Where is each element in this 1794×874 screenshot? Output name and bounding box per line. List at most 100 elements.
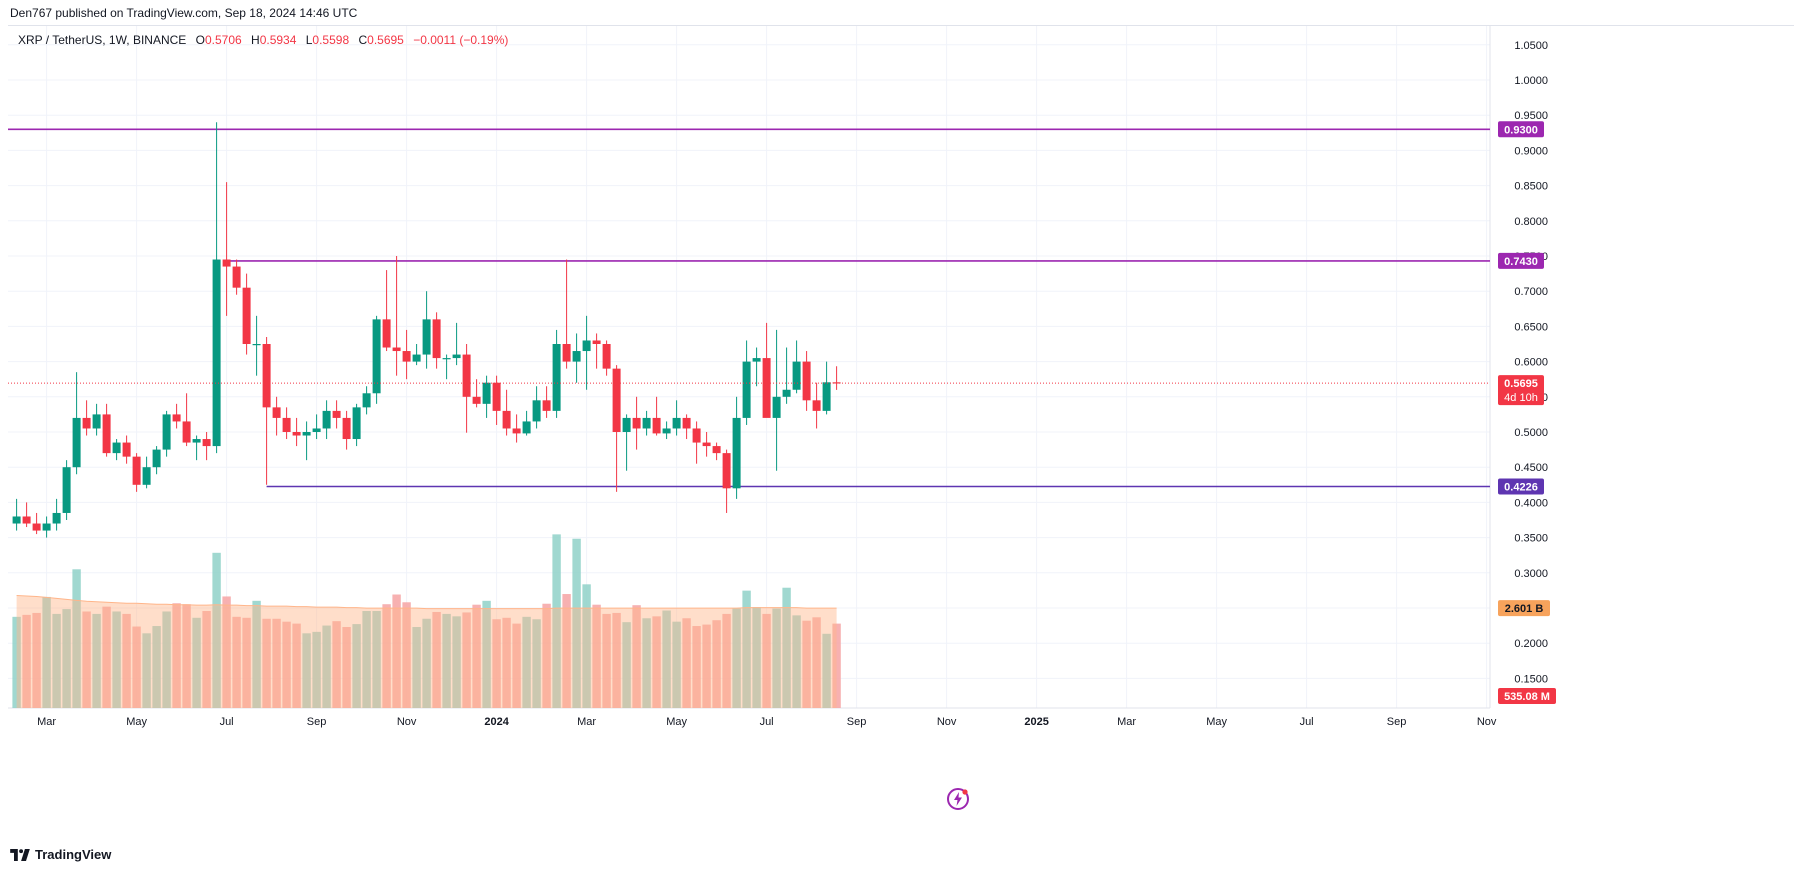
level-price-tag [1498,252,1544,269]
volume-bar [762,613,771,708]
volume-bar [552,534,561,708]
x-tick-label: May [1206,716,1227,728]
volume-bar [712,620,721,708]
y-tick-label: 0.6000 [1514,357,1548,369]
volume-bar [622,622,631,708]
volume-ma-label: 2.601 B [1505,603,1544,615]
legend-open-value: 0.5706 [204,33,242,47]
candle-body [182,421,191,443]
volume-bar [732,608,741,708]
volume-bar [582,584,591,708]
chart-area[interactable]: 1.05001.00000.95000.90000.85000.80000.75… [8,25,1794,849]
x-tick-label: Nov [937,716,957,728]
candle-body [42,523,51,531]
candle-body [302,432,311,436]
candle-body [112,442,121,454]
footer-brand-text: TradingView [35,847,112,862]
volume-bar [412,627,421,708]
candle-body [102,414,111,454]
y-tick-label: 0.7000 [1514,286,1548,298]
candle-body [612,368,621,432]
volume-bar [402,602,411,708]
candle-body [232,266,241,288]
chart-canvas[interactable]: 1.05001.00000.95000.90000.85000.80000.75… [8,26,1794,849]
legend-close-label: C [358,33,368,47]
candle-body [422,319,431,355]
candle-body [642,417,651,429]
volume-bar [832,623,841,708]
candle-body [742,361,751,418]
volume-bar [602,613,611,708]
volume-bar [92,613,101,708]
candle-body [222,259,231,267]
volume-bar [12,616,21,708]
candle-body [532,400,541,422]
volume-bar [302,633,311,708]
volume-bar [672,621,681,708]
volume-bar [692,626,701,708]
volume-bar [792,615,801,708]
y-tick-label: 0.2000 [1514,638,1548,650]
volume-bar [752,607,761,708]
candle-body [602,344,611,369]
volume-bar [512,623,521,708]
candle-body [802,361,811,401]
legend-high-label: H [251,33,260,47]
candle-body [412,354,421,362]
volume-bar [392,594,401,708]
volume-bar [372,611,381,708]
volume-bar [682,618,691,708]
volume-bar [492,619,501,708]
candle-body [12,516,21,524]
volume-bar [32,612,41,708]
candle-body [552,344,561,411]
y-tick-label: 0.1500 [1514,673,1548,685]
level-price-tag [1498,121,1544,138]
candle-body [772,396,781,418]
candle-body [762,358,771,418]
y-tick-label: 0.4000 [1514,497,1548,509]
candle-body [522,421,531,434]
volume-bar [202,611,211,708]
candle-body [752,358,761,362]
lightning-icon[interactable] [946,787,970,811]
candle-body [442,358,451,360]
volume-bar [422,618,431,708]
candle-body [562,344,571,362]
candle-body [782,389,791,397]
volume-bar [52,613,61,708]
level-price-label: 0.4226 [1504,481,1538,493]
volume-bar [532,619,541,708]
volume-bar [292,623,301,708]
volume-bar [102,606,111,708]
last-price-tag [1498,375,1544,406]
volume-bar [122,613,131,708]
legend-symbol: XRP / TetherUS, 1W, BINANCE [18,33,187,47]
candle-body [732,417,741,489]
x-tick-label: Mar [577,716,596,728]
ohlc-legend: XRP / TetherUS, 1W, BINANCE O0.5706 H0.5… [18,33,508,47]
volume-bar [642,618,651,708]
candle-body [402,351,411,362]
volume-bar [232,616,241,708]
volume-bar [192,617,201,708]
candle-body [262,344,271,408]
x-tick-label: Mar [1117,716,1136,728]
volume-bar [252,600,261,708]
candle-body [82,417,91,429]
candle-body [202,439,211,447]
y-tick-label: 0.9000 [1514,145,1548,157]
candle-body [292,432,301,436]
volume-bar [482,600,491,708]
candle-body [582,340,591,352]
volume-bar [262,618,271,708]
volume-label: 535.08 M [1504,691,1550,703]
footer-brand[interactable]: TradingView [10,847,111,862]
x-tick-label: Sep [1387,716,1407,728]
volume-bar [782,587,791,708]
x-tick-label: May [666,716,687,728]
x-tick-label: Sep [307,716,327,728]
candle-body [722,453,731,489]
volume-bar [632,605,641,708]
legend-open-label: O [195,33,205,47]
